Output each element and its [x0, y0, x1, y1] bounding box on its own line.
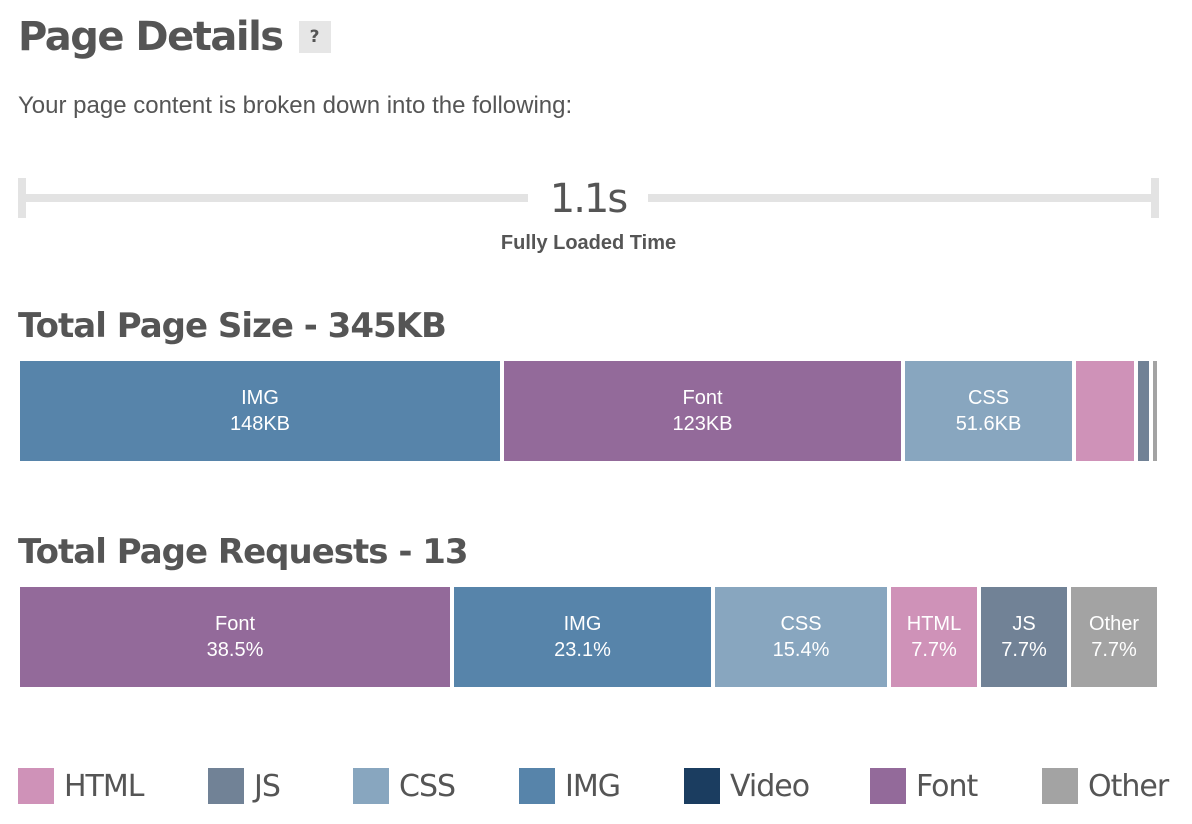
legend-item-video: Video — [684, 766, 810, 806]
fully-loaded-time-label: Fully Loaded Time — [500, 232, 677, 254]
load-time-timeline: 1.1s — [18, 176, 1159, 222]
page-requests-bar: Font 38.5% IMG 23.1% CSS 15.4% HTML 7.7%… — [20, 587, 1158, 687]
legend-label-js: JS — [254, 768, 281, 804]
page-requests-title: Total Page Requests - 13 — [18, 532, 469, 572]
legend-item-font: Font — [870, 766, 978, 806]
legend-item-img: IMG — [519, 766, 621, 806]
requests-segment-js-value: 7.7% — [1001, 639, 1047, 661]
size-segment-css-value: 51.6KB — [955, 413, 1022, 435]
requests-segment-img-value: 23.1% — [554, 639, 611, 661]
requests-segment-css-value: 15.4% — [772, 639, 830, 661]
content-type-legend: HTML JS CSS IMG Video Font Other — [18, 766, 1178, 806]
size-segment-font-value: 123KB — [672, 413, 733, 435]
legend-label-other: Other — [1088, 768, 1169, 804]
requests-segment-img[interactable]: IMG 23.1% — [454, 587, 711, 687]
requests-segment-other-type: Other — [1088, 613, 1140, 635]
requests-segment-html[interactable]: HTML 7.7% — [891, 587, 977, 687]
legend-label-css: CSS — [399, 768, 456, 804]
page-details-header: Page Details ? — [18, 12, 331, 62]
timeline-end-cap — [1151, 178, 1159, 218]
legend-item-other: Other — [1042, 766, 1169, 806]
requests-segment-html-type: HTML — [906, 613, 962, 635]
legend-item-css: CSS — [353, 766, 456, 806]
legend-swatch-font — [870, 768, 906, 804]
requests-segment-html-value: 7.7% — [911, 639, 957, 661]
legend-swatch-img — [519, 768, 555, 804]
requests-segment-css-type: CSS — [780, 613, 822, 635]
size-segment-img[interactable]: IMG 148KB — [20, 361, 500, 461]
legend-label-html: HTML — [64, 768, 144, 804]
size-segment-font[interactable]: Font 123KB — [504, 361, 901, 461]
legend-swatch-js — [208, 768, 244, 804]
page-size-bar: IMG 148KB Font 123KB CSS 51.6KB — [20, 361, 1158, 461]
intro-text: Your page content is broken down into th… — [18, 92, 573, 119]
legend-label-img: IMG — [565, 768, 621, 804]
legend-swatch-css — [353, 768, 389, 804]
legend-swatch-video — [684, 768, 720, 804]
size-segment-css-type: CSS — [967, 387, 1010, 409]
requests-segment-other[interactable]: Other 7.7% — [1071, 587, 1157, 687]
requests-segment-img-type: IMG — [563, 613, 602, 635]
requests-segment-font-type: Font — [214, 613, 256, 635]
size-segment-img-type: IMG — [241, 387, 279, 409]
page-title: Page Details — [18, 14, 284, 60]
size-segment-img-value: 148KB — [229, 413, 291, 435]
help-button[interactable]: ? — [298, 21, 331, 53]
legend-item-html: HTML — [18, 766, 144, 806]
legend-swatch-other — [1042, 768, 1078, 804]
fully-loaded-time-value: 1.1s — [549, 176, 628, 222]
requests-segment-css[interactable]: CSS 15.4% — [715, 587, 887, 687]
requests-segment-other-value: 7.7% — [1091, 639, 1137, 661]
size-segment-other[interactable] — [1153, 361, 1157, 461]
size-segment-html[interactable] — [1076, 361, 1134, 461]
requests-segment-font[interactable]: Font 38.5% — [20, 587, 450, 687]
requests-segment-js-type: JS — [1012, 613, 1036, 635]
legend-label-video: Video — [730, 768, 810, 804]
timeline-line-left — [18, 194, 528, 202]
requests-segment-js[interactable]: JS 7.7% — [981, 587, 1067, 687]
page-size-title: Total Page Size - 345KB — [18, 306, 447, 346]
legend-item-js: JS — [208, 766, 281, 806]
legend-swatch-html — [18, 768, 54, 804]
size-segment-js[interactable] — [1138, 361, 1149, 461]
legend-label-font: Font — [916, 768, 978, 804]
size-segment-css[interactable]: CSS 51.6KB — [905, 361, 1072, 461]
timeline-line-right — [648, 194, 1159, 202]
requests-segment-font-value: 38.5% — [206, 639, 264, 661]
size-segment-font-type: Font — [682, 387, 723, 409]
